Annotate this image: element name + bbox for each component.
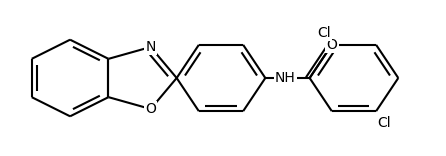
Text: Cl: Cl: [317, 26, 331, 40]
Text: NH: NH: [275, 71, 296, 85]
Text: O: O: [145, 102, 156, 116]
Text: O: O: [326, 38, 337, 52]
Text: N: N: [145, 40, 156, 54]
Text: Cl: Cl: [377, 116, 391, 130]
